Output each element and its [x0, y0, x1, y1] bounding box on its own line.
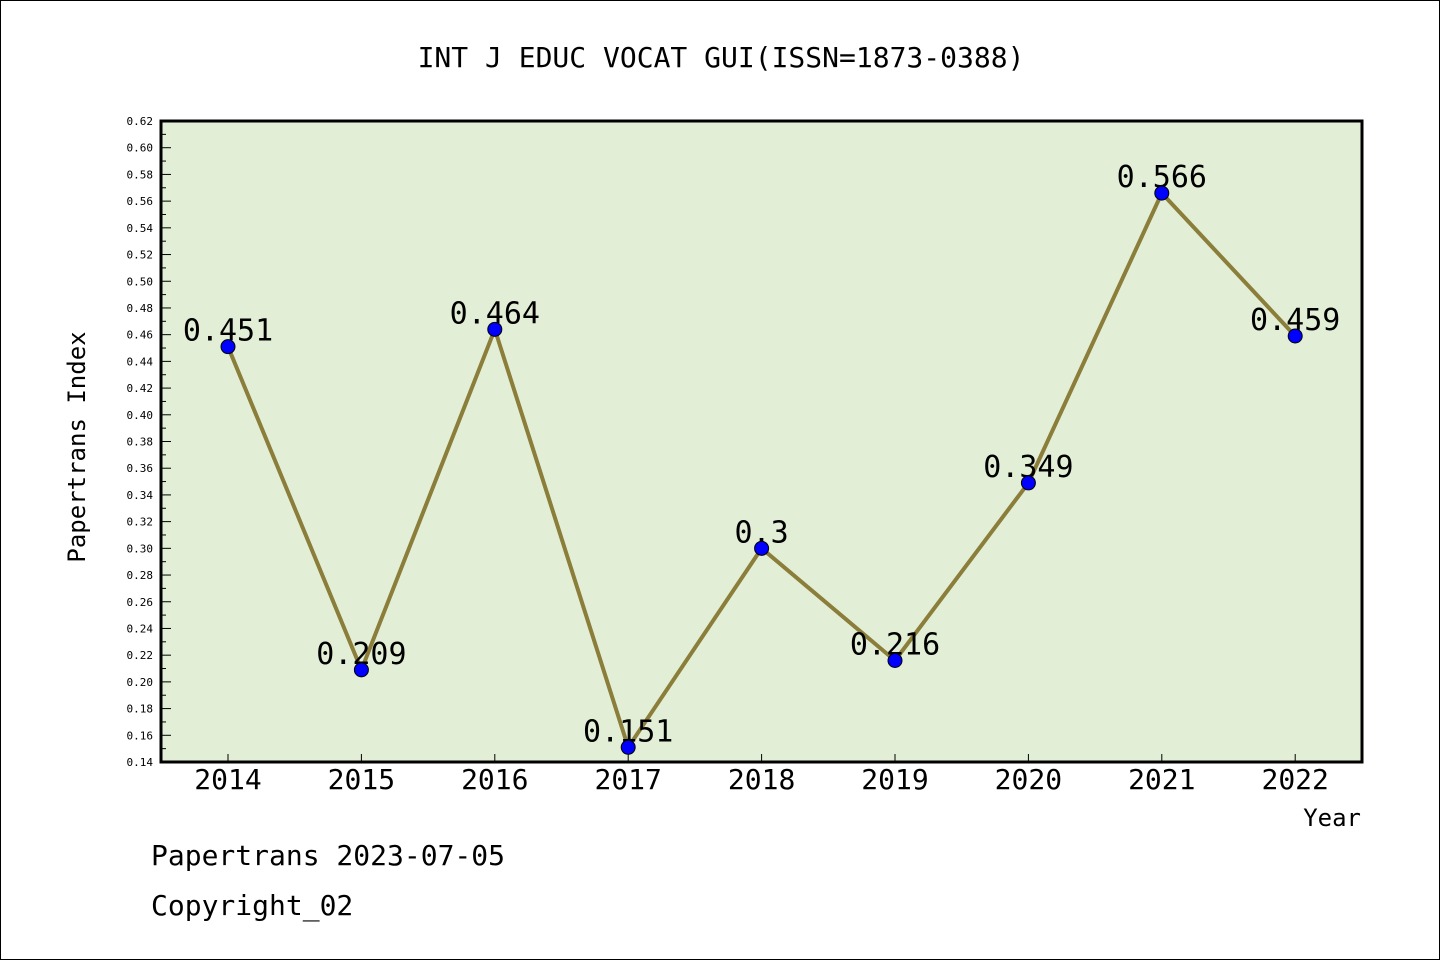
y-tick-label: 0.40: [127, 409, 154, 422]
data-point: [353, 662, 369, 678]
x-tick-label: 2018: [728, 763, 795, 796]
x-tick-label: 2014: [194, 763, 261, 796]
data-point: [487, 321, 503, 337]
y-tick-label: 0.48: [127, 302, 154, 315]
y-tick-label: 0.44: [127, 355, 154, 368]
data-point: [220, 339, 236, 355]
footer-copyright: Copyright_02: [151, 889, 353, 923]
y-tick-label: 0.42: [127, 382, 154, 395]
y-tick-label: 0.30: [127, 542, 154, 555]
data-point: [1020, 475, 1036, 491]
x-axis-label: Year: [1303, 804, 1361, 832]
y-tick-label: 0.24: [127, 622, 154, 635]
y-tick-label: 0.62: [127, 115, 154, 128]
chart-title: INT J EDUC VOCAT GUI(ISSN=1873-0388): [418, 41, 1025, 74]
y-tick-label: 0.38: [127, 436, 154, 449]
y-tick-label: 0.52: [127, 249, 154, 262]
y-axis-label: Papertrans Index: [63, 331, 91, 562]
data-point: [754, 540, 770, 556]
x-axis-ticks: 2014 2015 2016 2017 2018 2019 2020 2021 2022: [194, 754, 1329, 796]
x-tick-label: 2021: [1128, 763, 1195, 796]
y-tick-label: 0.18: [127, 703, 154, 716]
data-point: [1154, 185, 1170, 201]
x-tick-label: 2017: [594, 763, 661, 796]
series-layer: 0.4510.2090.4640.1510.30.2160.3490.5660.…: [183, 160, 1340, 755]
y-tick-label: 0.32: [127, 516, 154, 529]
y-tick-label: 0.20: [127, 676, 154, 689]
data-point: [1287, 328, 1303, 344]
x-tick-label: 2016: [461, 763, 528, 796]
y-tick-label: 0.60: [127, 142, 154, 155]
y-tick-label: 0.28: [127, 569, 154, 582]
y-axis-ticks: 0.14 0.16 0.18 0.20 0.22 0.24 0.26 0.28 0.30 0.32…: [127, 115, 171, 769]
y-tick-label: 0.26: [127, 596, 154, 609]
data-point: [887, 653, 903, 669]
x-tick-label: 2022: [1261, 763, 1328, 796]
y-tick-label: 0.46: [127, 329, 154, 342]
x-tick-label: 2015: [328, 763, 395, 796]
data-point: [620, 739, 636, 755]
x-tick-label: 2020: [995, 763, 1062, 796]
y-tick-label: 0.36: [127, 462, 154, 475]
y-tick-label: 0.22: [127, 649, 154, 662]
x-tick-label: 2019: [861, 763, 928, 796]
y-tick-label: 0.34: [127, 489, 154, 502]
y-tick-label: 0.54: [127, 222, 154, 235]
y-tick-label: 0.16: [127, 729, 154, 742]
y-tick-label: 0.58: [127, 168, 154, 181]
y-tick-label: 0.56: [127, 195, 154, 208]
y-tick-label: 0.14: [127, 756, 154, 769]
plot-area: [159, 119, 1364, 764]
footer-date: Papertrans 2023-07-05: [151, 839, 505, 872]
y-tick-label: 0.50: [127, 275, 154, 288]
